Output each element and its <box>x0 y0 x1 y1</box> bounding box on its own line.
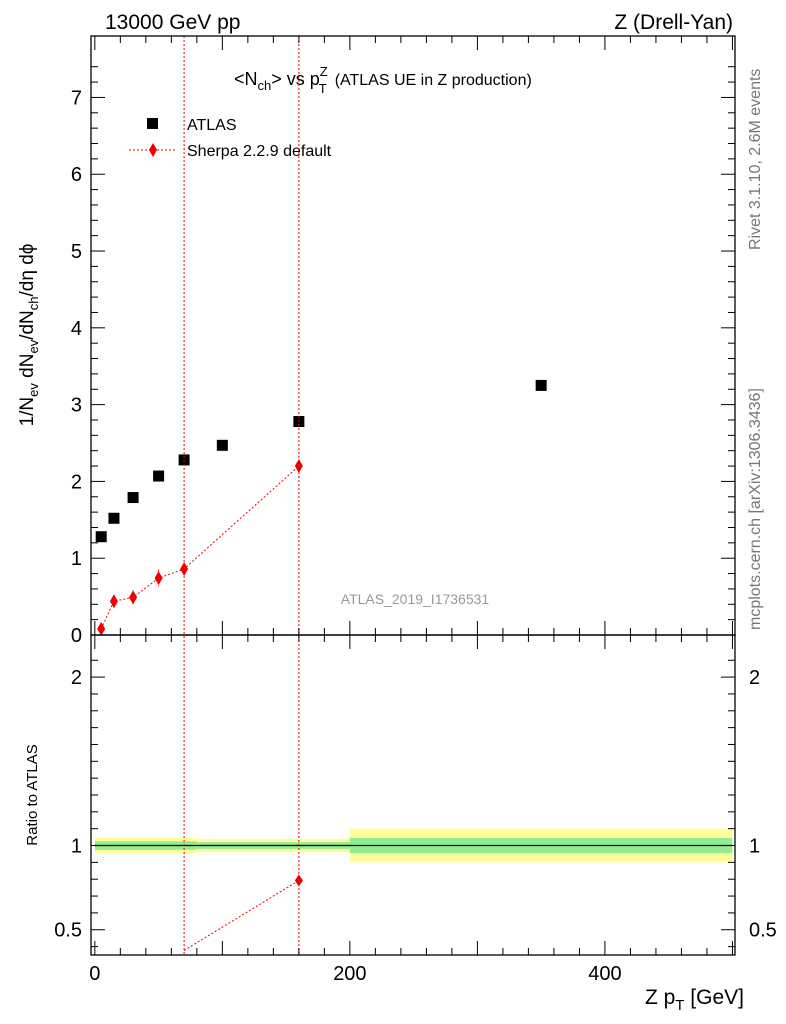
ratio-y-tick-label-left-0: 0.5 <box>54 920 82 942</box>
atlas-point-4 <box>178 454 190 466</box>
sherpa-point-3 <box>154 571 163 586</box>
legend: ATLAS Sherpa 2.2.9 default <box>129 117 332 160</box>
y-tick-label-2: 2 <box>71 471 82 493</box>
title-z-sup: Z <box>320 64 328 79</box>
ratio-y-tick-label-right-1: 1 <box>749 836 760 858</box>
ratio-y-tick-label-left-1: 1 <box>71 836 82 858</box>
title-suffix: (ATLAS UE in Z production) <box>335 72 532 89</box>
x-tick-label-0: 0 <box>89 963 100 985</box>
y-tick-label-3: 3 <box>71 395 82 417</box>
sherpa-point-0 <box>97 621 106 635</box>
y-tick-label-0: 0 <box>71 625 82 647</box>
y-tick-label-6: 6 <box>71 164 82 186</box>
legend-sherpa-marker <box>149 143 157 157</box>
header-left: 13000 GeV pp <box>105 11 240 34</box>
x-tick-label-400: 400 <box>588 963 621 985</box>
y-tick-label-7: 7 <box>71 87 82 109</box>
y-tick-label-4: 4 <box>71 318 82 340</box>
title-t-sub: T <box>319 81 327 96</box>
title-vs-p: > vs p <box>271 69 320 89</box>
atlas-point-3 <box>153 470 165 482</box>
ratio-y-tick-label-right-2: 2 <box>749 667 760 689</box>
legend-sherpa-label: Sherpa 2.2.9 default <box>187 143 332 160</box>
header-right: Z (Drell-Yan) <box>614 11 733 34</box>
atlas-point-2 <box>127 492 139 504</box>
rivet-version-label: Rivet 3.1.10, 2.6M events <box>747 69 764 250</box>
mcplots-credit-label: mcplots.cern.ch [arXiv:1306.3436] <box>747 388 764 630</box>
ratio-y-tick-label-right-0: 0.5 <box>749 920 777 942</box>
sherpa-point-5 <box>294 459 303 474</box>
sherpa-line <box>100 465 300 630</box>
sherpa-point-1 <box>109 594 118 609</box>
title-nch-sub: ch <box>258 78 272 93</box>
main-plot-layer <box>95 379 547 635</box>
legend-atlas-marker <box>147 118 158 129</box>
ratio-y-axis-label: Ratio to ATLAS <box>24 744 41 845</box>
x-tick-label-200: 200 <box>333 963 366 985</box>
chart-title: <Nch> vs pZ T (ATLAS UE in Z production) <box>234 64 532 96</box>
y-tick-label-5: 5 <box>71 241 82 263</box>
x-axis-label: Z pT [GeV] <box>645 986 744 1014</box>
ratio-sherpa-line <box>183 880 300 951</box>
analysis-watermark: ATLAS_2019_I1736531 <box>341 591 490 607</box>
atlas-point-1 <box>108 512 120 524</box>
y-axis-label: 1/Nev dNev/dNch/dη dϕ <box>17 244 41 427</box>
ratio-plot-frame <box>90 634 736 956</box>
atlas-point-7 <box>535 379 547 391</box>
y-tick-label-1: 1 <box>71 548 82 570</box>
atlas-point-5 <box>216 439 228 451</box>
legend-atlas-label: ATLAS <box>187 117 237 134</box>
atlas-point-0 <box>95 531 107 543</box>
sherpa-point-2 <box>129 590 138 605</box>
title-nch-prefix: <N <box>234 69 258 89</box>
axes-layer: 0 1 2 3 4 5 6 7 0 200 400 0.5 0.5 1 1 2 2 <box>54 36 777 985</box>
ratio-y-tick-label-left-2: 2 <box>71 667 82 689</box>
